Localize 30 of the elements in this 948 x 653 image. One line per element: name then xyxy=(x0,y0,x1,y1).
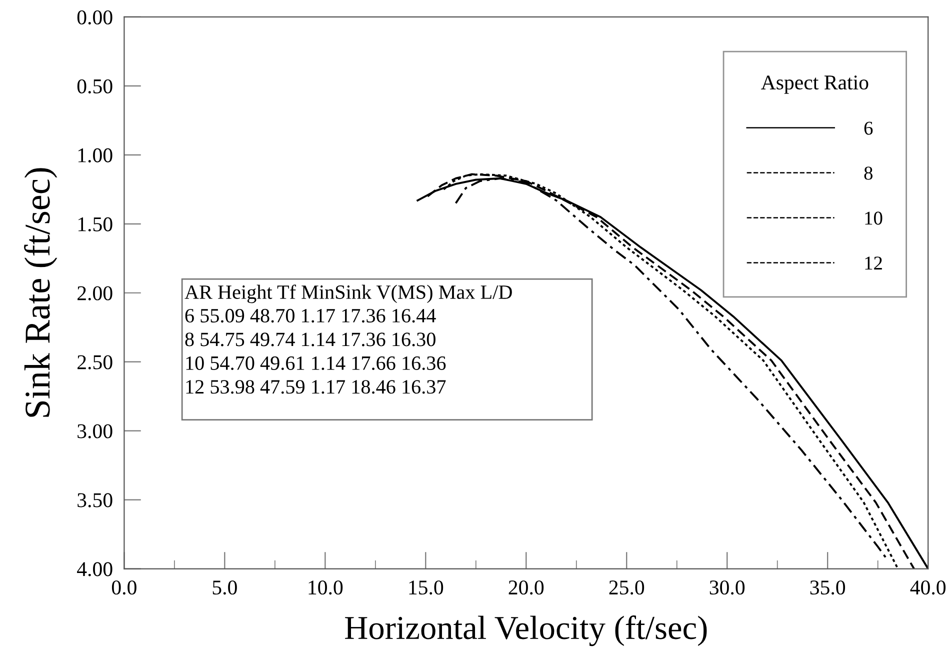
x-axis-title: Horizontal Velocity (ft/sec) xyxy=(345,615,707,646)
annotation: 6 55.09 48.70 1.17 17.36 16.44 xyxy=(185,308,436,323)
legend-title: Aspect Ratio xyxy=(761,76,868,94)
x-tick-label: 25.0 xyxy=(609,580,644,595)
x-tick-label: 40.0 xyxy=(910,580,946,595)
x-tick-label: 30.0 xyxy=(710,580,745,595)
legend-label: 10 xyxy=(865,212,882,225)
legend-label: 8 xyxy=(864,166,873,180)
y-tick-label: 1.50 xyxy=(78,217,112,232)
x-tick-label: 10.0 xyxy=(308,580,343,595)
y-tick-label: 0.00 xyxy=(77,10,112,24)
x-tick-label: 5.0 xyxy=(212,580,237,595)
y-axis-title: Sink Rate (ft/sec) xyxy=(24,168,58,417)
y-tick-label: 1.00 xyxy=(78,148,112,162)
annotation: AR Height Tf MinSink V(MS) Max L/D xyxy=(184,284,512,304)
x-tick-label: 20.0 xyxy=(508,580,544,595)
y-tick-label: 2.50 xyxy=(78,355,112,370)
y-tick-label: 4.00 xyxy=(77,562,112,576)
legend-label: 12 xyxy=(865,256,882,270)
x-tick-label: 35.0 xyxy=(810,580,846,595)
legend-label: 6 xyxy=(864,122,873,135)
y-tick-label: 0.50 xyxy=(77,79,112,94)
y-tick-label: 2.00 xyxy=(78,286,112,300)
x-tick-label: 0.0 xyxy=(112,580,136,595)
y-tick-label: 3.00 xyxy=(78,424,112,438)
x-tick-label: 15.0 xyxy=(409,580,444,595)
annotation: 10 54.70 49.61 1.14 17.66 16.36 xyxy=(186,356,446,370)
annotation: 8 54.75 49.74 1.14 17.36 16.30 xyxy=(185,332,436,346)
annotation: 12 53.98 47.59 1.17 18.46 16.37 xyxy=(186,380,446,394)
y-tick-label: 3.50 xyxy=(78,493,112,508)
